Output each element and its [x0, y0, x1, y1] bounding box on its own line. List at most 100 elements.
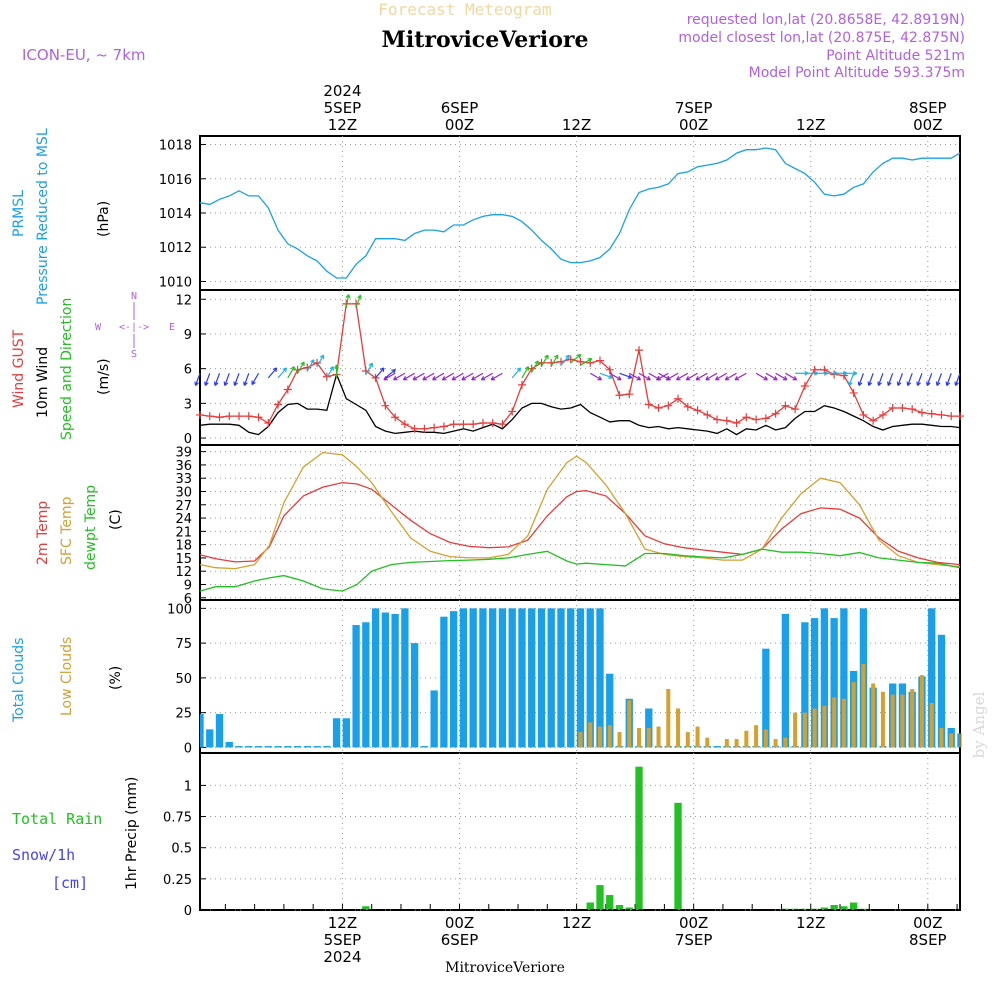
gust-marker — [693, 406, 702, 415]
gust-marker — [664, 401, 673, 410]
precip-label-1: Total Rain — [12, 810, 102, 828]
total-cloud-bar — [928, 608, 936, 748]
total-cloud-bar — [820, 608, 829, 748]
wind-arrow — [326, 366, 334, 379]
wind-arrow — [755, 372, 768, 381]
wind-arrow-head — [432, 376, 437, 381]
wind-arrow-head — [945, 381, 951, 386]
low-cloud-bar — [724, 739, 729, 748]
precip-bar — [586, 902, 594, 910]
wind-arrow-head — [935, 381, 941, 386]
low-cloud-bar — [949, 733, 954, 748]
gust-marker — [566, 355, 575, 364]
gust-marker — [508, 407, 517, 416]
wind-arrow-head — [391, 368, 396, 374]
gust-marker — [956, 412, 964, 421]
wind-arrow — [560, 354, 570, 366]
precip-bar — [850, 902, 858, 910]
gust-marker — [264, 419, 273, 428]
low-cloud-bar — [578, 732, 583, 748]
y-tick-label: 1014 — [159, 207, 192, 222]
wind-arrow-head — [656, 376, 662, 381]
point-altitude: Point Altitude 521m — [826, 48, 965, 64]
wind-arrow — [243, 373, 250, 386]
wind-arrow-head — [954, 381, 959, 386]
low-cloud-bar — [841, 698, 846, 748]
y-tick-label: 36 — [175, 459, 192, 474]
y-tick-label: 30 — [175, 486, 192, 501]
time-label-bottom: 12Z — [562, 914, 591, 932]
gust-marker — [469, 420, 478, 429]
wind-arrow — [306, 359, 315, 372]
wind-arrow-head — [243, 381, 248, 386]
wind-arrow — [511, 367, 522, 379]
time-label-top: 5SEP — [324, 99, 362, 117]
temp-2m-line — [199, 481, 961, 566]
y-tick-label: 75 — [175, 637, 192, 652]
gust-marker — [205, 412, 214, 421]
wind-compass: N W <-|-> E S — [95, 291, 175, 360]
y-tick-label: 0.75 — [163, 811, 192, 826]
gust-marker — [820, 365, 829, 374]
wind-arrow-head — [896, 381, 902, 386]
pressure-label-1: PRMSL — [11, 190, 27, 237]
requested-coords: requested lon,lat (20.8658E, 42.8919N) — [687, 12, 965, 28]
wind-arrow — [422, 372, 435, 381]
model-name: ICON-EU, ~ 7km — [22, 46, 146, 64]
pressure-label-2: Pressure Reduced to MSL — [35, 128, 51, 305]
wind-arrow — [868, 373, 874, 386]
wind-arrow-head — [857, 381, 863, 386]
y-tick-label: 27 — [175, 499, 192, 514]
total-cloud-bar — [713, 746, 721, 748]
gust-marker — [917, 408, 926, 417]
wind-arrow — [638, 372, 651, 381]
y-tick-label: 21 — [175, 525, 192, 540]
y-tick-label: 0.25 — [163, 873, 192, 888]
wind-unit: (m/s) — [96, 358, 112, 395]
wind-arrow — [471, 372, 484, 381]
low-cloud-bar — [880, 691, 885, 748]
y-tick-label: 18 — [175, 539, 192, 554]
wind-arrow-head — [300, 361, 305, 367]
pressure-line — [199, 147, 961, 279]
low-cloud-bar — [960, 733, 962, 748]
gust-marker — [937, 410, 946, 419]
precip-bar — [615, 905, 624, 910]
wind-arrow-head — [724, 376, 730, 381]
temp-sfc-line — [199, 451, 961, 570]
wind-arrow — [375, 367, 385, 379]
low-cloud-bar — [832, 697, 837, 748]
wind-arrow-head — [773, 376, 778, 381]
total-cloud-bar — [254, 746, 263, 748]
time-label-bottom: 00Z — [445, 914, 474, 932]
low-cloud-bar — [705, 737, 710, 748]
time-label-bottom: 5SEP — [324, 931, 362, 949]
wind-arrow — [287, 366, 295, 379]
time-label-bottom: 12Z — [328, 914, 357, 932]
wind-arrow-head — [867, 381, 873, 386]
total-cloud-bar — [479, 608, 487, 748]
wind-arrow — [461, 372, 474, 381]
wind-arrow-head — [290, 366, 295, 371]
low-cloud-bar — [783, 737, 788, 748]
compass-s: S — [131, 349, 137, 360]
wind-arrow-head — [763, 376, 768, 381]
wind-arrow-head — [587, 358, 593, 363]
y-tick-label: 15 — [175, 552, 192, 567]
wind-arrow — [619, 372, 632, 379]
wind-arrow-head — [319, 354, 325, 360]
gust-marker — [576, 357, 585, 366]
wind-arrow — [897, 373, 904, 386]
gust-marker — [908, 405, 917, 414]
gust-marker — [196, 410, 204, 419]
total-cloud-bar — [810, 618, 819, 748]
panel-frame-1 — [199, 289, 961, 446]
low-cloud-bar — [910, 689, 915, 748]
time-label-bottom: 6SEP — [441, 931, 479, 949]
panel-frame-2 — [199, 444, 961, 601]
total-cloud-bar — [450, 611, 458, 748]
gust-marker — [625, 390, 634, 399]
wind-arrow-head — [853, 370, 858, 376]
wind-arrow — [734, 372, 747, 381]
wind-arrow-head — [402, 376, 408, 381]
